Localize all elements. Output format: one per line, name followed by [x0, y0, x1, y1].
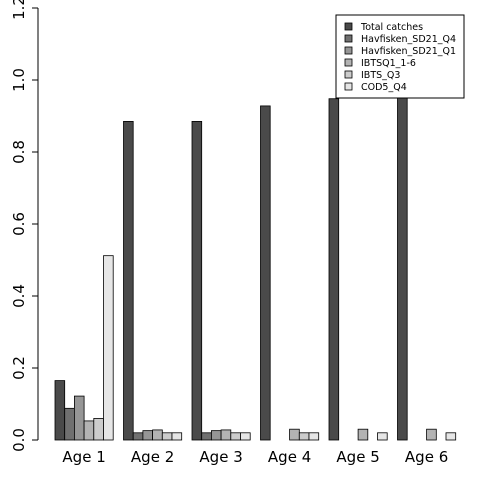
- y-tick-label: 1.0: [10, 68, 28, 92]
- bar-4-3: [357, 428, 369, 441]
- bar-4-0: [328, 98, 340, 441]
- bar-2-1: [201, 432, 212, 441]
- bar-0-1: [64, 407, 75, 441]
- legend-label: IBTSQ1_1-6: [361, 58, 416, 69]
- bar-3-0: [260, 105, 271, 441]
- legend-swatch: [344, 46, 353, 55]
- bar-0-4: [93, 417, 104, 441]
- y-tick-label: 0.2: [10, 356, 28, 380]
- y-tick-label: 0.6: [10, 212, 28, 236]
- legend-label: Total catches: [360, 22, 423, 33]
- bar-1-3: [152, 429, 163, 441]
- bar-4-5: [377, 432, 388, 441]
- x-tick-label: Age 1: [62, 448, 105, 466]
- legend-label: Havfisken_SD21_Q4: [361, 34, 456, 45]
- bar-0-5: [103, 255, 114, 441]
- bar-1-2: [142, 430, 153, 441]
- x-tick-label: Age 6: [405, 448, 448, 466]
- bar-0-2: [74, 395, 85, 441]
- y-tick-label: 1.2: [10, 0, 28, 20]
- bar-3-4: [298, 432, 310, 441]
- bar-5-0: [397, 95, 408, 441]
- bar-2-5: [240, 432, 251, 441]
- y-axis: 0.0 0.2 0.4 0.6 0.8 1.0 1.2: [10, 0, 39, 452]
- x-axis-labels: Age 1 Age 2 Age 3 Age 4 Age 5 Age 6: [62, 448, 448, 466]
- bar-5-5: [445, 432, 457, 441]
- x-tick-label: Age 4: [268, 448, 311, 466]
- legend-swatch: [344, 82, 353, 91]
- bar-3-3: [289, 428, 300, 441]
- y-tick-label: 0.8: [10, 140, 28, 164]
- bar-5-3: [426, 428, 437, 441]
- x-tick-label: Age 3: [199, 448, 242, 466]
- x-tick-label: Age 2: [131, 448, 174, 466]
- bar-0-0: [54, 380, 66, 441]
- legend-swatch: [344, 34, 353, 43]
- bar-2-2: [210, 430, 222, 441]
- bar-1-0: [123, 121, 134, 441]
- legend-label: IBTS_Q3: [361, 70, 400, 81]
- legend-swatch: [344, 22, 353, 31]
- legend-box: [335, 14, 465, 99]
- legend-label: Havfisken_SD21_Q1: [361, 46, 456, 57]
- bar-1-1: [132, 432, 144, 441]
- x-tick-label: Age 5: [336, 448, 379, 466]
- bar-1-5: [171, 432, 183, 441]
- bars: [54, 95, 457, 441]
- legend: Total catchesHavfisken_SD21_Q4Havfisken_…: [335, 14, 465, 99]
- legend-swatch: [344, 70, 353, 79]
- bar-3-5: [308, 432, 320, 441]
- bar-0-3: [83, 420, 95, 441]
- y-tick-label: 0.4: [10, 284, 28, 308]
- legend-label: COD5_Q4: [361, 82, 407, 93]
- bar-2-4: [230, 432, 241, 441]
- y-tick-label: 0.0: [10, 428, 28, 452]
- bar-2-0: [191, 121, 203, 441]
- bar-2-3: [220, 429, 232, 441]
- bar-1-4: [161, 432, 173, 441]
- legend-swatch: [344, 58, 353, 67]
